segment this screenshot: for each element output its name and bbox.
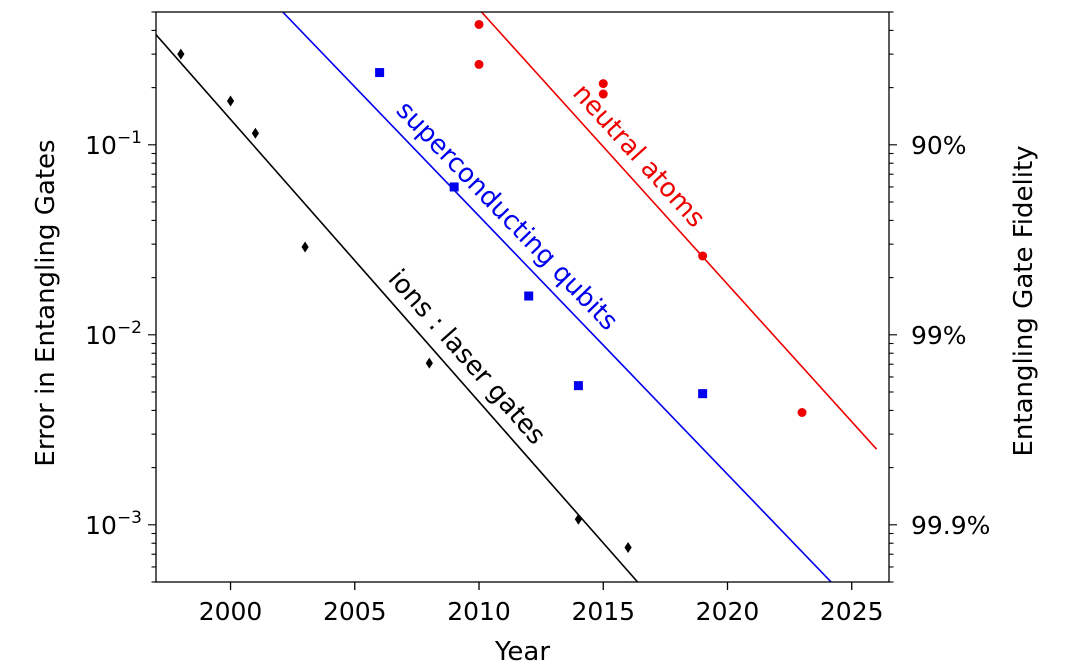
data-point-circle xyxy=(598,89,608,99)
data-point-square xyxy=(698,389,708,399)
trend-line xyxy=(282,12,833,582)
data-point-diamond xyxy=(624,541,632,553)
right-tick-label: 99% xyxy=(911,321,967,350)
x-tick-label: 2000 xyxy=(199,597,263,626)
data-point-square xyxy=(449,182,459,192)
y-axis-ticks: 10−1 10−2 10−3 xyxy=(85,11,156,583)
data-point-circle xyxy=(598,79,608,89)
x-tick-label: 2015 xyxy=(571,597,635,626)
data-point-diamond xyxy=(425,357,433,369)
x-axis-ticks: 2000 2005 2010 2015 2020 2025 xyxy=(199,582,884,626)
x-tick-label: 2005 xyxy=(323,597,387,626)
y-tick-label: 10−2 xyxy=(85,318,142,350)
x-axis-label: Year xyxy=(494,637,550,664)
data-point-square xyxy=(375,68,385,78)
data-point-circle xyxy=(698,251,708,261)
data-point-diamond xyxy=(251,127,259,139)
trend-line xyxy=(480,12,878,450)
data-point-diamond xyxy=(226,95,235,107)
data-point-circle xyxy=(474,19,484,29)
trend-lines xyxy=(156,12,878,582)
right-axis-label: Entangling Gate Fidelity xyxy=(1009,145,1039,456)
y-axis-label: Error in Entangling Gates xyxy=(31,139,61,466)
right-axis-ticks: 90% 99% 99.9% xyxy=(889,11,990,583)
data-point-diamond xyxy=(301,241,309,253)
x-tick-label: 2020 xyxy=(696,597,760,626)
plot-frame xyxy=(155,11,890,583)
series-label-neutral-atoms: neutral atoms xyxy=(566,78,710,233)
x-tick-label: 2025 xyxy=(820,597,884,626)
data-points xyxy=(177,19,807,553)
data-point-diamond xyxy=(177,48,185,60)
data-point-circle xyxy=(797,408,807,418)
right-tick-label: 99.9% xyxy=(911,511,990,540)
data-point-square xyxy=(573,381,583,391)
data-point-diamond xyxy=(574,513,583,525)
data-point-circle xyxy=(474,59,484,69)
y-tick-label: 10−1 xyxy=(85,128,142,160)
trend-line xyxy=(156,34,639,582)
right-tick-label: 90% xyxy=(911,131,967,160)
y-tick-label: 10−3 xyxy=(85,508,142,540)
data-point-square xyxy=(524,291,534,301)
x-tick-label: 2010 xyxy=(447,597,511,626)
